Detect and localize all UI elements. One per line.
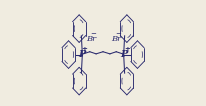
Text: −: − [90, 31, 96, 37]
Text: +: + [124, 46, 130, 52]
Text: P: P [121, 50, 128, 59]
Text: P: P [78, 50, 85, 59]
Text: Br: Br [87, 35, 97, 43]
Text: +: + [82, 46, 88, 52]
Text: −: − [115, 31, 121, 37]
Text: Br: Br [111, 35, 122, 43]
